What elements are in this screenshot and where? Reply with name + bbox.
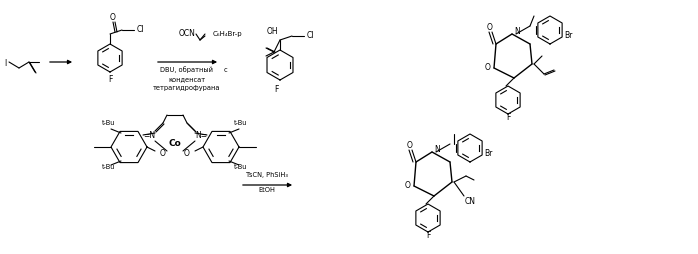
Text: Br: Br [484, 150, 492, 158]
Text: O: O [110, 13, 116, 23]
Text: OH: OH [266, 27, 278, 37]
Text: O: O [407, 141, 413, 151]
Text: CN: CN [464, 198, 475, 207]
Text: O: O [405, 182, 411, 190]
Text: C₆H₄Br-р: C₆H₄Br-р [213, 31, 243, 37]
Text: O: O [487, 24, 493, 33]
Text: I: I [4, 59, 6, 69]
Text: Cl: Cl [136, 25, 144, 35]
Text: N: N [434, 146, 440, 154]
Text: Cl: Cl [306, 31, 313, 40]
Text: O: O [485, 64, 491, 72]
Text: t-Bu: t-Bu [235, 164, 248, 170]
Text: EtOH: EtOH [258, 187, 276, 193]
Text: тетрагидрофурана: тетрагидрофурана [154, 85, 221, 91]
Text: N: N [514, 27, 520, 37]
Text: F: F [426, 231, 430, 241]
Text: F: F [107, 75, 112, 85]
Text: TsCN, PhSiH₃: TsCN, PhSiH₃ [246, 172, 288, 178]
Text: O: O [160, 149, 166, 157]
Text: O: O [184, 149, 190, 157]
Text: t-Bu: t-Bu [103, 164, 116, 170]
Text: c: c [223, 67, 227, 73]
Text: OCN: OCN [179, 29, 195, 39]
Text: F: F [506, 114, 510, 122]
Text: F: F [274, 85, 279, 93]
Text: Br: Br [564, 31, 572, 40]
Text: DBU, обратный: DBU, обратный [161, 67, 214, 73]
Text: t-Bu: t-Bu [235, 120, 248, 126]
Text: N=: N= [195, 131, 207, 139]
Text: Co: Co [169, 138, 181, 148]
Text: конденсат: конденсат [168, 76, 206, 82]
Text: =N: =N [143, 131, 155, 139]
Text: t-Bu: t-Bu [103, 120, 116, 126]
